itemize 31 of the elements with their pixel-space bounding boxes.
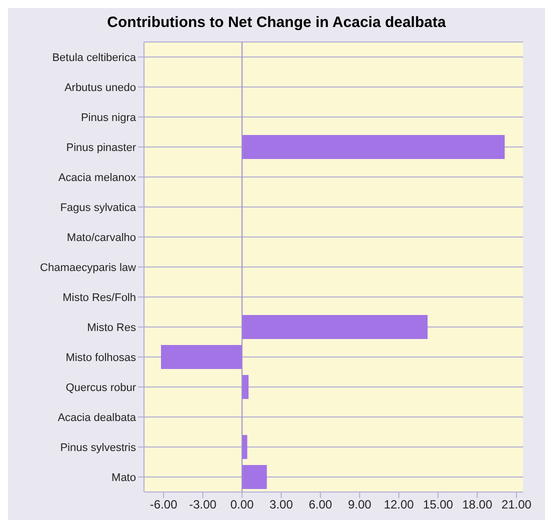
bar bbox=[242, 375, 249, 399]
y-tick-label: Quercus robur bbox=[66, 382, 136, 394]
y-tick-label: Acacia dealbata bbox=[58, 412, 137, 424]
bar bbox=[160, 345, 242, 369]
x-tick-label: 0.00 bbox=[230, 498, 254, 512]
bar bbox=[242, 135, 505, 159]
x-tick-label: 9.00 bbox=[348, 498, 372, 512]
y-tick-label: Mato/carvalho bbox=[66, 232, 136, 244]
y-tick-label: Misto Res/Folh bbox=[62, 292, 136, 304]
y-tick-label: Arbutus unedo bbox=[64, 82, 136, 94]
bar bbox=[242, 465, 267, 489]
x-tick-label: 12.00 bbox=[384, 498, 414, 512]
y-tick-label: Pinus pinaster bbox=[66, 142, 136, 154]
x-tick-label: 6.00 bbox=[308, 498, 332, 512]
x-tick-label: 21.00 bbox=[501, 498, 532, 512]
y-tick-label: Acacia melanox bbox=[58, 172, 136, 184]
y-tick-label: Fagus sylvatica bbox=[60, 202, 137, 214]
chart-title: Contributions to Net Change in Acacia dealbata bbox=[106, 13, 447, 33]
bar bbox=[242, 315, 428, 339]
x-tick-label: -6.00 bbox=[150, 498, 178, 512]
x-tick-label: 15.00 bbox=[423, 498, 454, 512]
y-tick-label: Misto folhosas bbox=[66, 352, 136, 364]
y-tick-label: Betula celtiberica bbox=[52, 52, 137, 64]
y-tick-label: Misto Res bbox=[87, 322, 136, 334]
y-tick-label: Pinus sylvestris bbox=[60, 442, 136, 454]
x-tick-label: 3.00 bbox=[270, 498, 294, 512]
y-tick-label: Pinus nigra bbox=[80, 112, 137, 124]
x-tick-label: 18.00 bbox=[462, 498, 493, 512]
y-tick-label: Mato bbox=[112, 472, 136, 484]
x-tick-label: -3.00 bbox=[189, 498, 217, 512]
y-tick-label: Chamaecyparis law bbox=[40, 262, 136, 274]
